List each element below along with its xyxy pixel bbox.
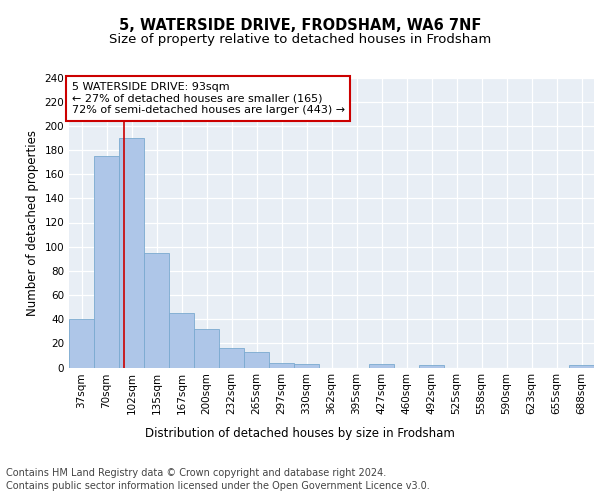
Y-axis label: Number of detached properties: Number of detached properties [26, 130, 39, 316]
Bar [94, 156, 119, 368]
Text: Contains public sector information licensed under the Open Government Licence v3: Contains public sector information licen… [6, 481, 430, 491]
Bar [370, 364, 394, 368]
Text: 5, WATERSIDE DRIVE, FRODSHAM, WA6 7NF: 5, WATERSIDE DRIVE, FRODSHAM, WA6 7NF [119, 18, 481, 32]
Text: 5 WATERSIDE DRIVE: 93sqm
← 27% of detached houses are smaller (165)
72% of semi-: 5 WATERSIDE DRIVE: 93sqm ← 27% of detach… [71, 82, 345, 115]
Bar [169, 313, 194, 368]
Text: Distribution of detached houses by size in Frodsham: Distribution of detached houses by size … [145, 428, 455, 440]
Bar [220, 348, 244, 368]
Text: Size of property relative to detached houses in Frodsham: Size of property relative to detached ho… [109, 32, 491, 46]
Bar [244, 352, 269, 368]
Bar [194, 329, 218, 368]
Bar [145, 252, 169, 368]
Bar [295, 364, 319, 368]
Bar [70, 319, 94, 368]
Bar [119, 138, 143, 368]
Bar [569, 365, 593, 368]
Bar [419, 365, 443, 368]
Text: Contains HM Land Registry data © Crown copyright and database right 2024.: Contains HM Land Registry data © Crown c… [6, 468, 386, 477]
Bar [269, 362, 293, 368]
